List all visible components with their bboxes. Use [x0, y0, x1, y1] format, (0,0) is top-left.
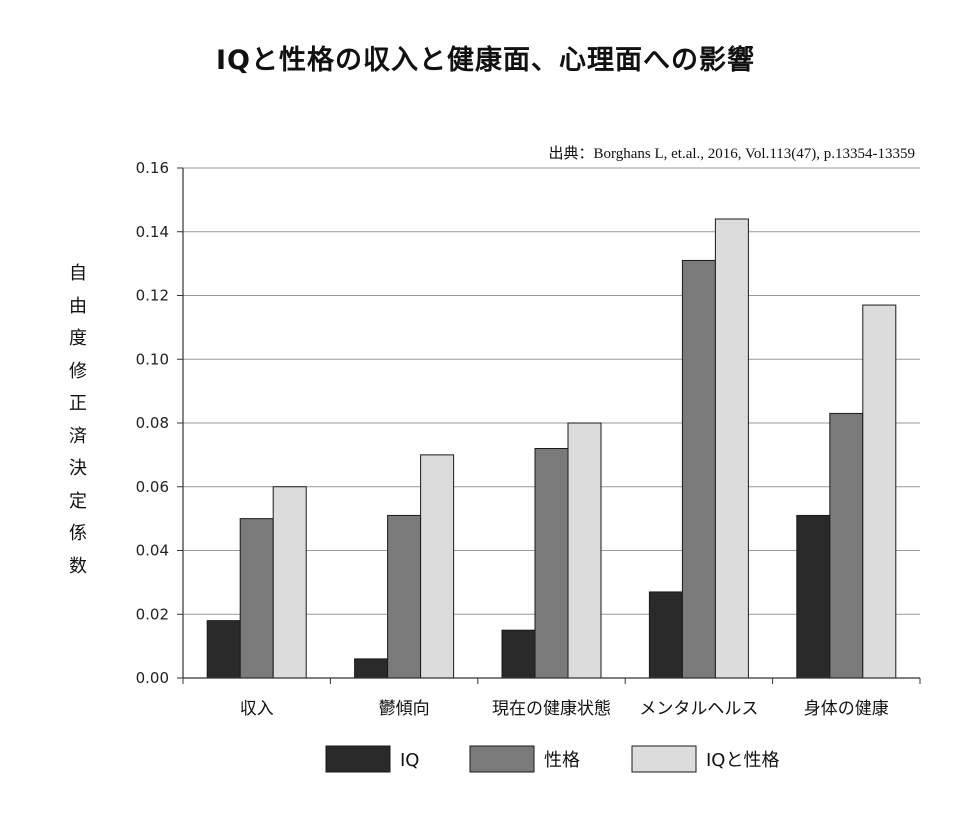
x-category-label: 鬱傾向 [379, 699, 430, 719]
x-category-label: メンタルヘルス [639, 699, 758, 719]
axes [182, 168, 921, 684]
bar [206, 620, 241, 679]
y-axis-label-char: 済 [69, 425, 87, 447]
bar [534, 448, 569, 679]
chart-title: IQと性格の収入と健康面、心理面への影響 [216, 45, 755, 76]
bar [567, 422, 602, 679]
legend-swatch [469, 745, 535, 773]
bar [829, 412, 864, 679]
y-tick-label: 0.04 [136, 542, 169, 560]
y-axis-ticks: 0.00 0.02 0.04 0.06 0.08 0.10 0.12 0.14 0.16 [136, 159, 183, 687]
y-tick-label: 0.14 [136, 223, 169, 241]
y-axis-label-char: 由 [69, 295, 87, 317]
bar [714, 218, 749, 679]
bar [272, 486, 307, 679]
y-tick-label: 0.08 [136, 414, 169, 432]
bar [796, 514, 831, 679]
y-tick-label: 0.12 [136, 287, 169, 305]
bar [862, 304, 897, 679]
legend-label: 性格 [544, 750, 580, 771]
legend-swatch [631, 745, 697, 773]
y-tick-label: 0.06 [136, 478, 169, 496]
bar [681, 259, 716, 679]
bar [648, 591, 683, 679]
y-axis-label-char: 数 [69, 555, 87, 577]
bar [354, 658, 389, 679]
y-axis-label-char: 修 [69, 360, 87, 382]
y-axis-label-char: 決 [69, 458, 87, 479]
y-tick-label: 0.16 [136, 159, 169, 177]
source-note: 出典：Borghans L, et.al., 2016, Vol.113(47)… [548, 146, 915, 162]
y-axis-label-char: 度 [69, 328, 87, 349]
bar [420, 454, 455, 679]
bar [239, 518, 274, 679]
legend-swatch [325, 745, 391, 773]
y-tick-label: 0.02 [136, 605, 169, 623]
y-axis-label-char: 係 [69, 523, 87, 544]
y-axis-label-char: 正 [69, 393, 87, 414]
x-category-label: 身体の健康 [804, 699, 889, 719]
y-axis-label-char: 自 [69, 263, 87, 284]
legend-label: IQ [400, 750, 419, 771]
bars [206, 218, 897, 679]
x-axis-labels: 収入 鬱傾向 現在の健康状態 メンタルヘルス 身体の健康 [240, 699, 889, 719]
legend-label: IQと性格 [706, 750, 779, 771]
bar [501, 629, 536, 679]
y-tick-label: 0.00 [136, 669, 169, 687]
y-tick-label: 0.10 [136, 350, 169, 368]
x-category-label: 収入 [240, 699, 274, 719]
y-axis-label: 自由度修正済決定係数 [66, 258, 90, 583]
x-category-label: 現在の健康状態 [492, 699, 611, 719]
bar [387, 514, 422, 679]
y-axis-label-char: 定 [69, 490, 87, 512]
legend: IQ 性格 IQと性格 [325, 745, 779, 773]
